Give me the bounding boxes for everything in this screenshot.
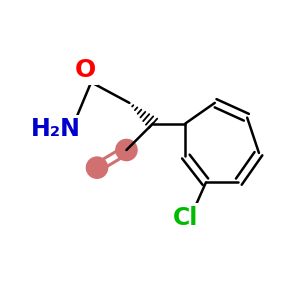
Text: H₂N: H₂N — [31, 117, 81, 141]
Text: Cl: Cl — [172, 206, 198, 230]
Circle shape — [86, 157, 108, 178]
Text: O: O — [75, 58, 96, 82]
Circle shape — [116, 140, 137, 160]
